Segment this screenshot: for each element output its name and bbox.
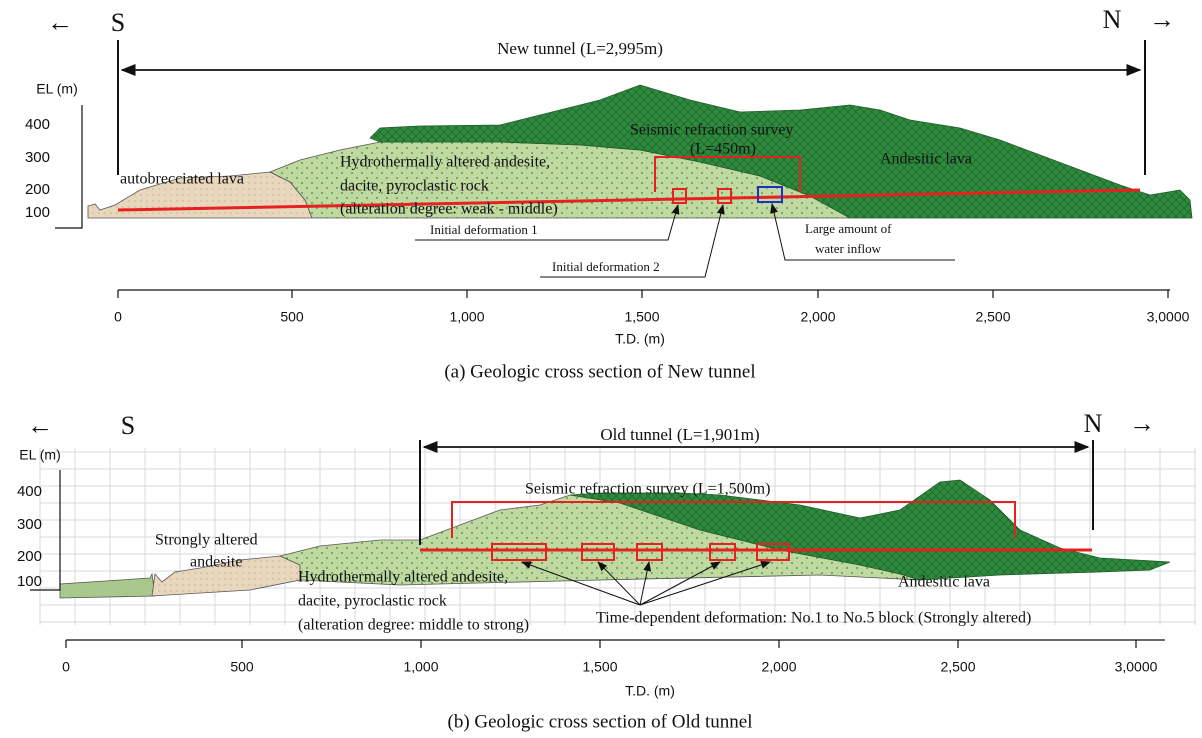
geo-label: Andesitic lava [880, 151, 972, 168]
geo-label: Andesitic lava [898, 574, 990, 591]
arrow-left: ← [27, 411, 53, 440]
x-tick-label: 3,0000 [1147, 309, 1190, 325]
x-title: T.D. (m) [615, 331, 665, 347]
geo-label: dacite, pyroclastic rock [298, 593, 447, 610]
x-tick-label: 3,0000 [1115, 659, 1158, 675]
panel-a: ← S N → New tunnel (L=2,995m) EL (m) aut… [36, 5, 1192, 382]
y-tick-label: 100 [17, 573, 42, 590]
x-tick-label: 2,500 [940, 659, 975, 675]
panel-b: ← S N → Old tunnel (L=1,901m) EL (m) Sei… [19, 409, 1170, 732]
geo-label: Seismic refraction survey [630, 122, 794, 139]
geo-label: (alteration degree: weak - middle) [340, 201, 558, 218]
south-label: S [111, 8, 125, 37]
x-tick-label: 500 [230, 659, 254, 675]
x-tick-label: 1,500 [624, 309, 659, 325]
south-label: S [121, 411, 135, 440]
annotation: Initial deformation 2 [552, 259, 660, 274]
annotation: Initial deformation 1 [430, 222, 538, 237]
x-tick-label: 1,500 [582, 659, 617, 675]
el-title: EL (m) [36, 81, 77, 97]
figure: ← S N → New tunnel (L=2,995m) EL (m) aut… [0, 0, 1202, 738]
x-tick-label: 2,000 [800, 309, 835, 325]
x-tick-label: 0 [114, 309, 122, 325]
el-axis [55, 105, 82, 228]
y-tick-label: 300 [17, 516, 42, 533]
geo-label: autobrecciated lava [120, 171, 244, 188]
annotation: Large amount of [805, 221, 892, 236]
x-tick-label: 2,000 [761, 659, 796, 675]
geo-label: (L=450m) [690, 141, 756, 158]
north-label: N [1084, 409, 1103, 438]
x-title: T.D. (m) [625, 683, 675, 699]
el-title: EL (m) [19, 447, 60, 463]
arrow-right: → [1129, 409, 1155, 438]
y-tick-label: 400 [17, 483, 42, 500]
geo-label: Strongly altered [155, 532, 258, 549]
x-tick-label: 500 [280, 309, 304, 325]
y-tick-label: 200 [17, 548, 42, 565]
arrow-left: ← [47, 8, 73, 37]
arrow-right: → [1149, 5, 1175, 34]
geo-label: Hydrothermally altered andesite, [298, 569, 508, 586]
north-label: N [1103, 5, 1122, 34]
x-tick-label: 1,000 [449, 309, 484, 325]
left-layer [60, 574, 155, 598]
annotation: water inflow [815, 241, 882, 256]
tunnel-label: New tunnel (L=2,995m) [497, 39, 663, 58]
geo-label: andesite [190, 554, 242, 571]
y-tick-label: 400 [25, 116, 50, 133]
geo-label: dacite, pyroclastic rock [340, 178, 489, 195]
y-tick-label: 200 [25, 181, 50, 198]
y-tick-label: 300 [25, 149, 50, 166]
geo-label: Seismic refraction survey (L=1,500m) [525, 481, 770, 498]
x-tick-label: 0 [62, 659, 70, 675]
caption: (a) Geologic cross section of New tunnel [444, 361, 755, 382]
x-tick-label: 1,000 [403, 659, 438, 675]
y-tick-label: 100 [25, 204, 50, 221]
geo-label: Hydrothermally altered andesite, [340, 154, 550, 171]
tunnel-label: Old tunnel (L=1,901m) [600, 425, 759, 444]
geo-label: Time-dependent deformation: No.1 to No.5… [596, 610, 1031, 627]
caption: (b) Geologic cross section of Old tunnel [448, 711, 753, 732]
geo-label: (alteration degree: middle to strong) [298, 617, 529, 634]
x-tick-label: 2,500 [975, 309, 1010, 325]
